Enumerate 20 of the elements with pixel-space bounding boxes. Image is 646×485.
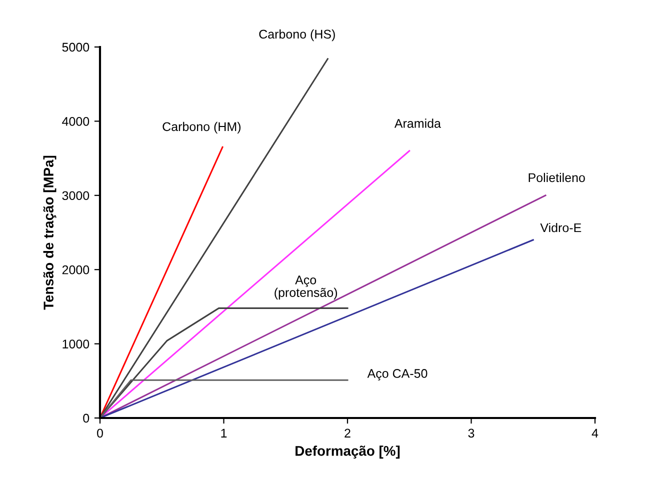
x-tick-label: 2	[344, 428, 350, 438]
y-tick-label: 4000	[62, 117, 90, 126]
y-tick-label: 5000	[62, 42, 90, 52]
series-label: Carbono (HS)	[259, 29, 335, 42]
x-tick-label: 4	[592, 428, 598, 438]
x-axis-title: Deformação [%]	[296, 446, 400, 459]
y-tick-label: 1000	[62, 340, 90, 348]
text: Aramida	[394, 118, 441, 128]
series-label: Polietileno	[528, 172, 585, 182]
x-tick-label: 1	[221, 428, 227, 438]
y-tick-label: 3000	[62, 191, 90, 200]
x-tick-label: 3	[468, 428, 474, 438]
y-axis-title: Tensão de tração [MPa]	[43, 156, 56, 310]
series-label: Aço (protensão)	[274, 276, 338, 300]
series-label: Carbono (HM)	[162, 122, 240, 134]
x-tick-label: 0	[97, 428, 103, 438]
y-tick-label: 2000	[62, 265, 90, 274]
series-label: Aço CA-50	[367, 369, 428, 380]
y-tick-label: 0	[83, 414, 90, 423]
series-label: Vidro-E	[540, 222, 582, 232]
